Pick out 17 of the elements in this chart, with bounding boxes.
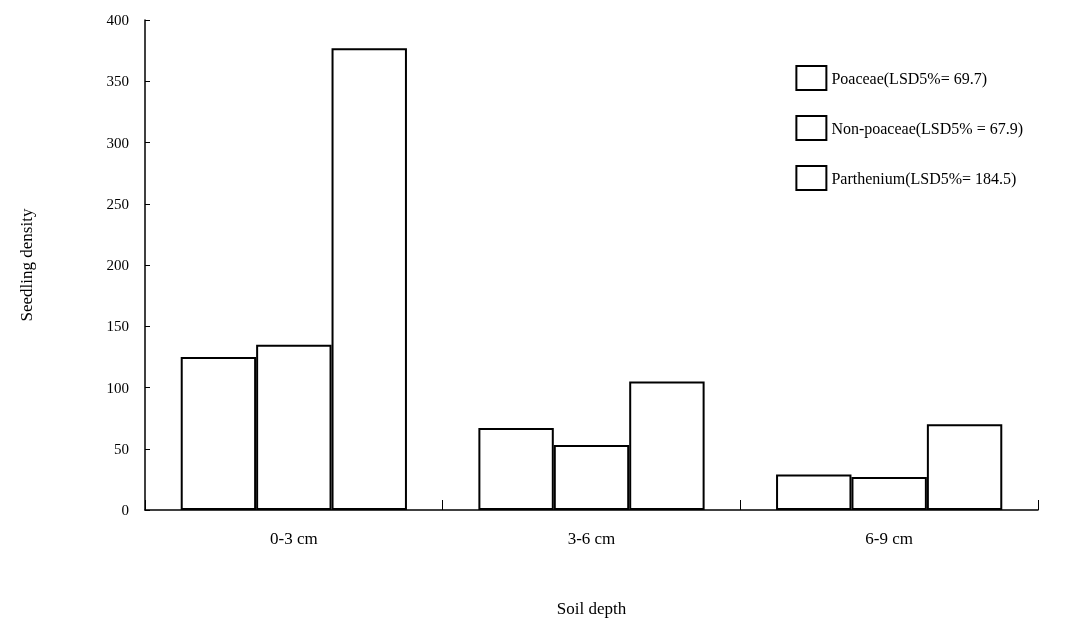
y-tick-label: 150 bbox=[106, 318, 129, 335]
y-tick-label: 200 bbox=[106, 257, 129, 273]
y-tick-label: 250 bbox=[106, 195, 129, 212]
y-tick-label: 300 bbox=[106, 134, 129, 151]
legend-label: Parthenium(LSD5%= 184.5) bbox=[831, 169, 1017, 188]
legend-label: Poaceae(LSD5%= 69.7) bbox=[831, 69, 988, 88]
y-axis-title: Seedling density bbox=[17, 208, 36, 322]
y-tick-label: 50 bbox=[114, 440, 129, 457]
x-tick-label: 6-9 cm bbox=[865, 529, 914, 548]
legend-label: Non-poaceae(LSD5% = 67.9) bbox=[831, 119, 1023, 138]
y-tick-label: 0 bbox=[121, 502, 129, 518]
y-tick-label: 350 bbox=[106, 73, 129, 90]
y-tick-label: 400 bbox=[106, 12, 129, 28]
y-tick-label: 100 bbox=[106, 379, 129, 396]
x-tick-label: 0-3 cm bbox=[269, 529, 318, 548]
x-axis-title: Soil depth bbox=[556, 599, 627, 618]
x-tick-label: 3-6 cm bbox=[567, 529, 616, 548]
